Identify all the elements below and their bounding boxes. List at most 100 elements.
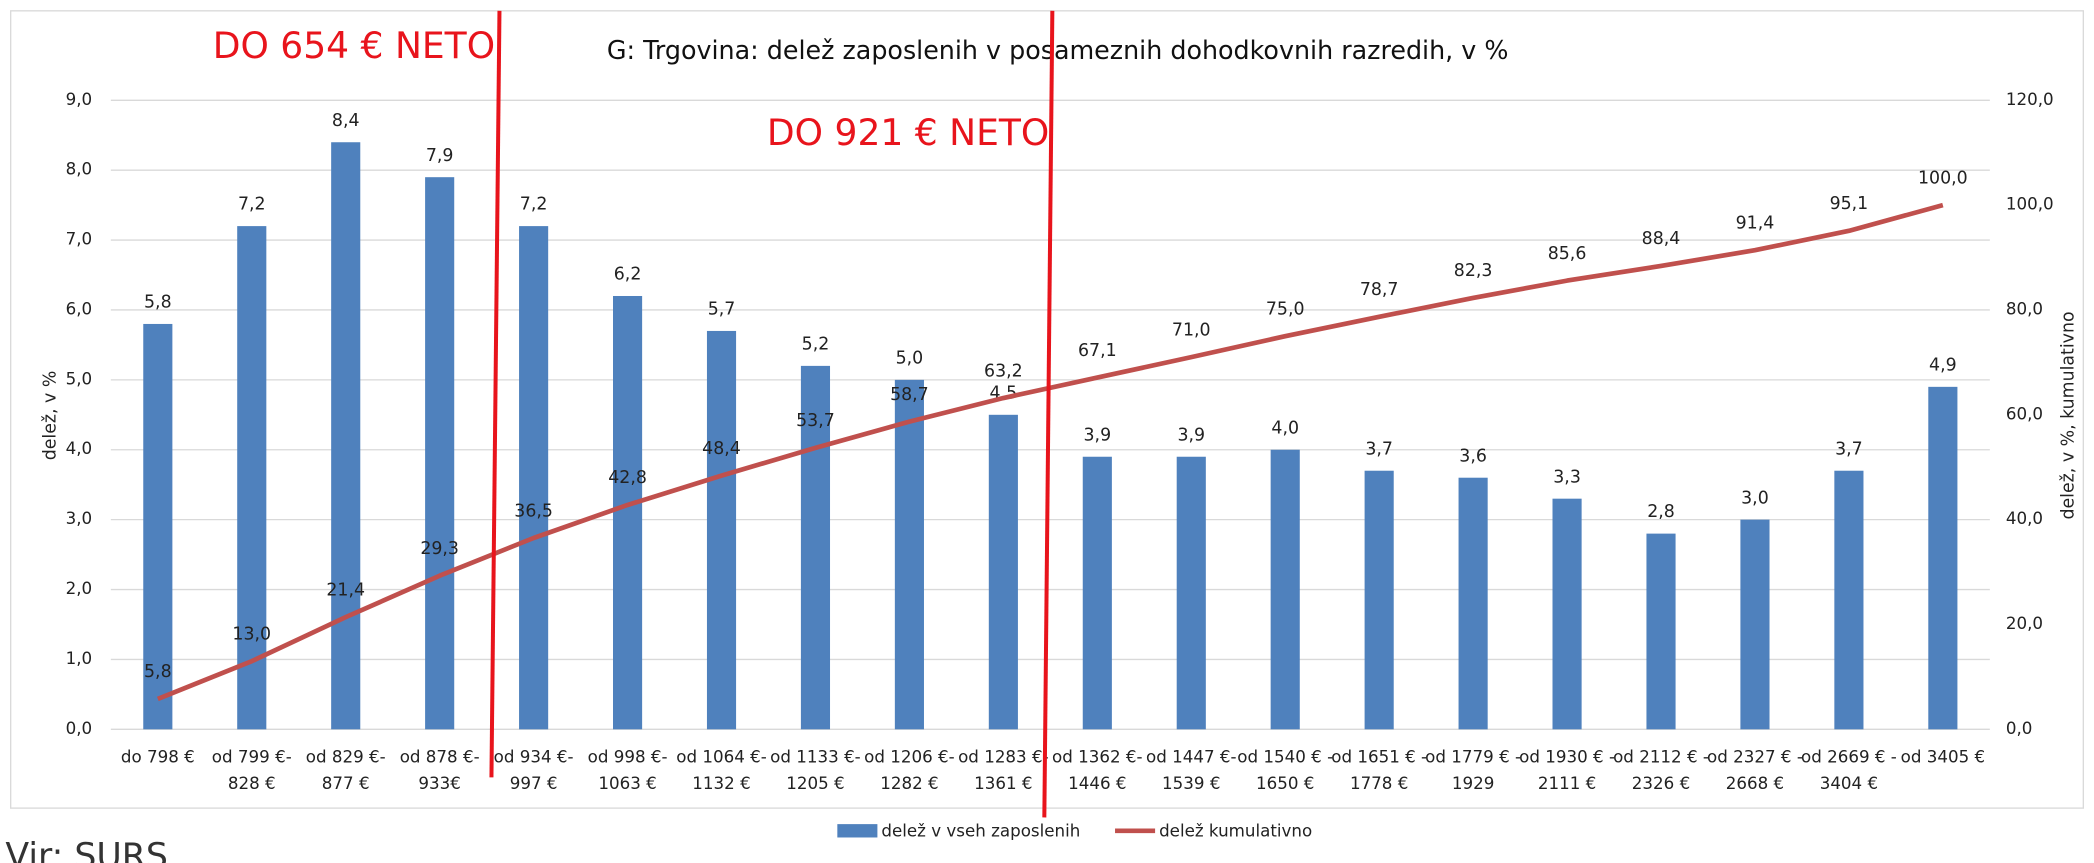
data-label: 36,5 [514,501,553,521]
bar [988,414,1018,730]
bar [1176,456,1206,730]
y2-tick-label: 100,0 [2006,195,2054,214]
x-tick-label: od 2669 € -3404 € [1801,747,1897,793]
x-tick-label: od 1651 € -1778 € [1331,747,1427,793]
y-tick-label: 7,0 [66,230,93,249]
y2-tick-label: 60,0 [2006,404,2043,423]
legend-label: delež kumulativno [1159,822,1312,841]
data-label: 29,3 [420,539,459,559]
y-axis-label: delež, v % [41,371,61,461]
y2-tick-label: 0,0 [2006,719,2033,738]
data-label: 85,6 [1548,244,1587,264]
bar [425,177,455,730]
bar [1552,498,1582,730]
data-label: 71,0 [1172,320,1211,340]
data-label: 6,2 [614,265,642,285]
data-label: 3,9 [1177,425,1205,445]
data-label: 42,8 [608,468,647,488]
x-tick-label: od 2112 € -2326 € [1613,747,1709,793]
data-label: 5,8 [144,293,172,313]
grid: 0,0 1,0 2,0 3,0 4,0 5,0 6,0 7,0 8,0 9,0 0,0 20,0 40,… [66,90,2054,793]
data-label: 53,7 [796,411,835,431]
data-label: 21,4 [326,580,365,600]
x-tick-label: od 1064 €-1132 € [676,747,767,793]
x-tick-label: od 829 €-877 € [306,747,386,793]
data-label: 5,8 [144,662,172,682]
bar [706,330,737,730]
data-label: 3,7 [1835,439,1863,459]
source: Vir: SURS [5,837,168,863]
data-label: 91,4 [1736,214,1775,234]
data-label: 7,2 [238,195,266,215]
chart-frame [10,10,2084,809]
data-label: 5,7 [708,300,736,320]
bar [1458,477,1488,730]
data-label: 3,7 [1365,439,1393,459]
bar [143,323,173,730]
y-tick-label: 1,0 [66,649,93,668]
data-label: 13,0 [232,624,271,644]
y-tick-label: 3,0 [66,509,93,528]
data-label: 8,4 [332,111,360,131]
data-label: 3,6 [1459,446,1487,466]
x-tick-label: do 798 € [121,747,195,766]
bar [1834,470,1864,730]
data-label: 95,1 [1830,194,1869,214]
data-label: 78,7 [1360,280,1399,300]
bar [1928,386,1958,730]
x-tick-label: od 934 €-997 € [494,747,574,793]
bar [237,226,267,730]
x-tick-label: od 1447 €-1539 € [1146,747,1237,793]
data-label: 3,3 [1553,467,1581,487]
marks: 5,87,28,47,97,26,25,75,25,04,53,9 3,9 4,03… [143,111,1968,730]
bar [894,379,924,730]
bar [613,295,643,730]
bar [1364,470,1394,730]
annotation: DO 654 € NETO [213,25,495,67]
data-label: 75,0 [1266,299,1305,319]
y-tick-label: 9,0 [66,90,93,109]
data-label: 4,0 [1271,418,1299,438]
y-tick-label: 8,0 [66,160,93,179]
data-label: 7,2 [520,195,548,215]
x-tick-label: od 1362 €-1446 € [1052,747,1143,793]
x-tick-label: od 1206 €-1282 € [864,747,955,793]
legend: delež v vseh zaposlenih delež kumulativno [837,822,1312,841]
bar [331,142,361,730]
bar [800,365,831,730]
y2-tick-label: 40,0 [2006,509,2043,528]
x-tick-label: od 1283 €-1361 € [958,747,1049,793]
x-tick-label: od 878 €-933€ [400,747,480,793]
x-tick-label: od 799 €-828 € [212,747,292,793]
x-tick-label: od 1779 € -1929 [1425,747,1521,793]
y-tick-label: 6,0 [66,299,93,318]
data-label: 7,9 [426,146,454,166]
data-label: 63,2 [984,361,1023,381]
bar [1646,533,1676,730]
bar [1270,449,1300,730]
y-tick-label: 5,0 [66,369,93,388]
y-tick-label: 4,0 [66,439,93,458]
threshold-line [1042,10,1055,818]
bar [1740,519,1770,730]
x-tick-label: od 2327 € -2668 € [1707,747,1803,793]
data-label: 67,1 [1078,341,1117,361]
data-label: 82,3 [1454,261,1493,281]
x-tick-label: od 998 €-1063 € [588,747,668,793]
threshold-line [489,10,502,778]
y-tick-label: 2,0 [66,579,93,598]
data-label: 4,9 [1929,355,1957,375]
data-label: 48,4 [702,439,741,459]
legend-label: delež v vseh zaposlenih [881,822,1080,841]
data-label: 5,2 [802,335,830,355]
bar [519,226,549,730]
bar [1082,456,1112,730]
x-tick-label: od 1930 € -2111 € [1519,747,1615,793]
data-label: 88,4 [1642,229,1681,249]
data-label: 2,8 [1647,502,1675,522]
y2-axis-label: delež, v %, kumulativno [2059,311,2079,519]
y2-tick-label: 120,0 [2006,90,2054,109]
y2-tick-label: 80,0 [2006,299,2043,318]
